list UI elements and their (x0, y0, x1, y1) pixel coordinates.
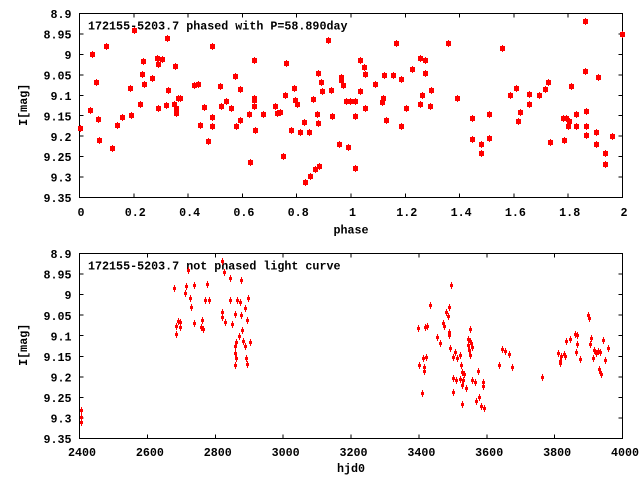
svg-text:9.3: 9.3 (50, 413, 71, 427)
svg-text:8.9: 8.9 (50, 8, 71, 22)
svg-text:8.9: 8.9 (50, 248, 71, 262)
svg-text:0.2: 0.2 (125, 206, 146, 220)
svg-text:1.8: 1.8 (559, 206, 580, 220)
svg-text:9.15: 9.15 (43, 351, 71, 365)
svg-text:2400: 2400 (68, 446, 96, 460)
svg-text:9.3: 9.3 (50, 172, 71, 186)
svg-text:8.95: 8.95 (43, 269, 71, 283)
svg-text:9: 9 (64, 49, 71, 63)
svg-text:3800: 3800 (543, 446, 571, 460)
svg-text:3200: 3200 (339, 446, 367, 460)
svg-text:0.4: 0.4 (179, 206, 200, 220)
svg-text:2800: 2800 (204, 446, 232, 460)
svg-text:172155-5203.7 phased with P=58: 172155-5203.7 phased with P=58.890day (88, 20, 348, 34)
svg-text:3000: 3000 (272, 446, 300, 460)
svg-text:0: 0 (77, 206, 84, 220)
svg-text:1: 1 (349, 206, 356, 220)
svg-text:0.6: 0.6 (233, 206, 254, 220)
svg-text:172155-5203.7 not phased light: 172155-5203.7 not phased light curve (88, 260, 341, 274)
svg-text:0.8: 0.8 (288, 206, 309, 220)
svg-text:9.25: 9.25 (43, 392, 71, 406)
svg-text:9.05: 9.05 (43, 69, 71, 83)
svg-text:9.2: 9.2 (50, 131, 71, 145)
svg-text:2: 2 (620, 206, 627, 220)
svg-text:I[mag]: I[mag] (17, 324, 31, 366)
svg-text:8.95: 8.95 (43, 29, 71, 43)
svg-text:1.6: 1.6 (505, 206, 526, 220)
svg-text:9.25: 9.25 (43, 151, 71, 165)
svg-text:3600: 3600 (475, 446, 503, 460)
svg-text:9.2: 9.2 (50, 371, 71, 385)
svg-text:1.2: 1.2 (396, 206, 417, 220)
svg-text:3400: 3400 (407, 446, 435, 460)
svg-text:4000: 4000 (611, 446, 639, 460)
svg-text:1.4: 1.4 (451, 206, 472, 220)
svg-text:9.35: 9.35 (43, 433, 71, 447)
svg-text:9.15: 9.15 (43, 110, 71, 124)
svg-text:9.05: 9.05 (43, 310, 71, 324)
svg-text:phase: phase (333, 224, 368, 238)
svg-text:9.1: 9.1 (50, 90, 71, 104)
svg-text:I[mag]: I[mag] (17, 84, 31, 126)
svg-text:9: 9 (64, 289, 71, 303)
svg-text:9.1: 9.1 (50, 330, 71, 344)
svg-text:9.35: 9.35 (43, 192, 71, 206)
svg-text:2600: 2600 (136, 446, 164, 460)
svg-text:hjd0: hjd0 (337, 462, 365, 476)
